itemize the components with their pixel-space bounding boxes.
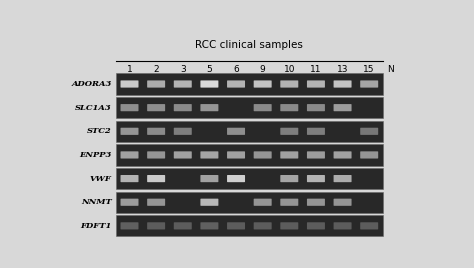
Text: FDFT1: FDFT1 bbox=[81, 222, 112, 230]
FancyBboxPatch shape bbox=[307, 222, 325, 229]
FancyBboxPatch shape bbox=[280, 151, 298, 159]
FancyBboxPatch shape bbox=[334, 151, 352, 159]
Text: 3: 3 bbox=[180, 65, 186, 74]
FancyBboxPatch shape bbox=[307, 104, 325, 111]
FancyBboxPatch shape bbox=[307, 128, 325, 135]
FancyBboxPatch shape bbox=[120, 199, 138, 206]
FancyBboxPatch shape bbox=[174, 104, 192, 111]
Text: 1: 1 bbox=[127, 65, 132, 74]
FancyBboxPatch shape bbox=[254, 104, 272, 111]
FancyBboxPatch shape bbox=[307, 80, 325, 88]
FancyBboxPatch shape bbox=[147, 104, 165, 111]
FancyBboxPatch shape bbox=[120, 80, 138, 88]
Bar bbox=[116, 144, 383, 166]
FancyBboxPatch shape bbox=[280, 199, 298, 206]
FancyBboxPatch shape bbox=[227, 151, 245, 159]
FancyBboxPatch shape bbox=[360, 80, 378, 88]
Bar bbox=[116, 97, 383, 118]
FancyBboxPatch shape bbox=[360, 222, 378, 229]
FancyBboxPatch shape bbox=[334, 199, 352, 206]
Text: VWF: VWF bbox=[90, 174, 112, 183]
FancyBboxPatch shape bbox=[360, 151, 378, 159]
Text: 5: 5 bbox=[207, 65, 212, 74]
FancyBboxPatch shape bbox=[280, 80, 298, 88]
FancyBboxPatch shape bbox=[227, 80, 245, 88]
FancyBboxPatch shape bbox=[147, 128, 165, 135]
FancyBboxPatch shape bbox=[227, 128, 245, 135]
FancyBboxPatch shape bbox=[254, 151, 272, 159]
FancyBboxPatch shape bbox=[280, 175, 298, 182]
FancyBboxPatch shape bbox=[120, 104, 138, 111]
FancyBboxPatch shape bbox=[120, 222, 138, 229]
FancyBboxPatch shape bbox=[201, 199, 219, 206]
FancyBboxPatch shape bbox=[201, 104, 219, 111]
FancyBboxPatch shape bbox=[147, 199, 165, 206]
FancyBboxPatch shape bbox=[201, 175, 219, 182]
FancyBboxPatch shape bbox=[120, 175, 138, 182]
FancyBboxPatch shape bbox=[254, 80, 272, 88]
FancyBboxPatch shape bbox=[280, 104, 298, 111]
FancyBboxPatch shape bbox=[280, 222, 298, 229]
FancyBboxPatch shape bbox=[147, 175, 165, 182]
FancyBboxPatch shape bbox=[147, 80, 165, 88]
Text: ADORA3: ADORA3 bbox=[72, 80, 112, 88]
Text: SLC1A3: SLC1A3 bbox=[75, 104, 112, 112]
FancyBboxPatch shape bbox=[120, 151, 138, 159]
FancyBboxPatch shape bbox=[201, 80, 219, 88]
FancyBboxPatch shape bbox=[147, 151, 165, 159]
FancyBboxPatch shape bbox=[254, 199, 272, 206]
FancyBboxPatch shape bbox=[254, 222, 272, 229]
FancyBboxPatch shape bbox=[360, 128, 378, 135]
Bar bbox=[116, 215, 383, 236]
FancyBboxPatch shape bbox=[147, 222, 165, 229]
Text: 2: 2 bbox=[153, 65, 159, 74]
Bar bbox=[116, 73, 383, 95]
FancyBboxPatch shape bbox=[334, 80, 352, 88]
Bar bbox=[116, 168, 383, 189]
FancyBboxPatch shape bbox=[307, 151, 325, 159]
Bar bbox=[116, 192, 383, 213]
Text: NNMT: NNMT bbox=[81, 198, 112, 206]
Text: 13: 13 bbox=[337, 65, 348, 74]
FancyBboxPatch shape bbox=[174, 80, 192, 88]
Text: 6: 6 bbox=[233, 65, 239, 74]
Text: STC2: STC2 bbox=[87, 127, 112, 135]
FancyBboxPatch shape bbox=[334, 104, 352, 111]
FancyBboxPatch shape bbox=[174, 128, 192, 135]
Bar bbox=[116, 121, 383, 142]
Text: 11: 11 bbox=[310, 65, 322, 74]
Text: 10: 10 bbox=[283, 65, 295, 74]
FancyBboxPatch shape bbox=[334, 175, 352, 182]
FancyBboxPatch shape bbox=[307, 199, 325, 206]
FancyBboxPatch shape bbox=[120, 128, 138, 135]
Text: 15: 15 bbox=[364, 65, 375, 74]
FancyBboxPatch shape bbox=[334, 222, 352, 229]
FancyBboxPatch shape bbox=[227, 222, 245, 229]
Text: RCC clinical samples: RCC clinical samples bbox=[195, 40, 303, 50]
FancyBboxPatch shape bbox=[227, 175, 245, 182]
FancyBboxPatch shape bbox=[201, 222, 219, 229]
FancyBboxPatch shape bbox=[201, 151, 219, 159]
Text: N: N bbox=[387, 65, 394, 74]
Text: 9: 9 bbox=[260, 65, 265, 74]
FancyBboxPatch shape bbox=[174, 151, 192, 159]
FancyBboxPatch shape bbox=[174, 222, 192, 229]
FancyBboxPatch shape bbox=[280, 128, 298, 135]
Text: ENPP3: ENPP3 bbox=[80, 151, 112, 159]
FancyBboxPatch shape bbox=[307, 175, 325, 182]
